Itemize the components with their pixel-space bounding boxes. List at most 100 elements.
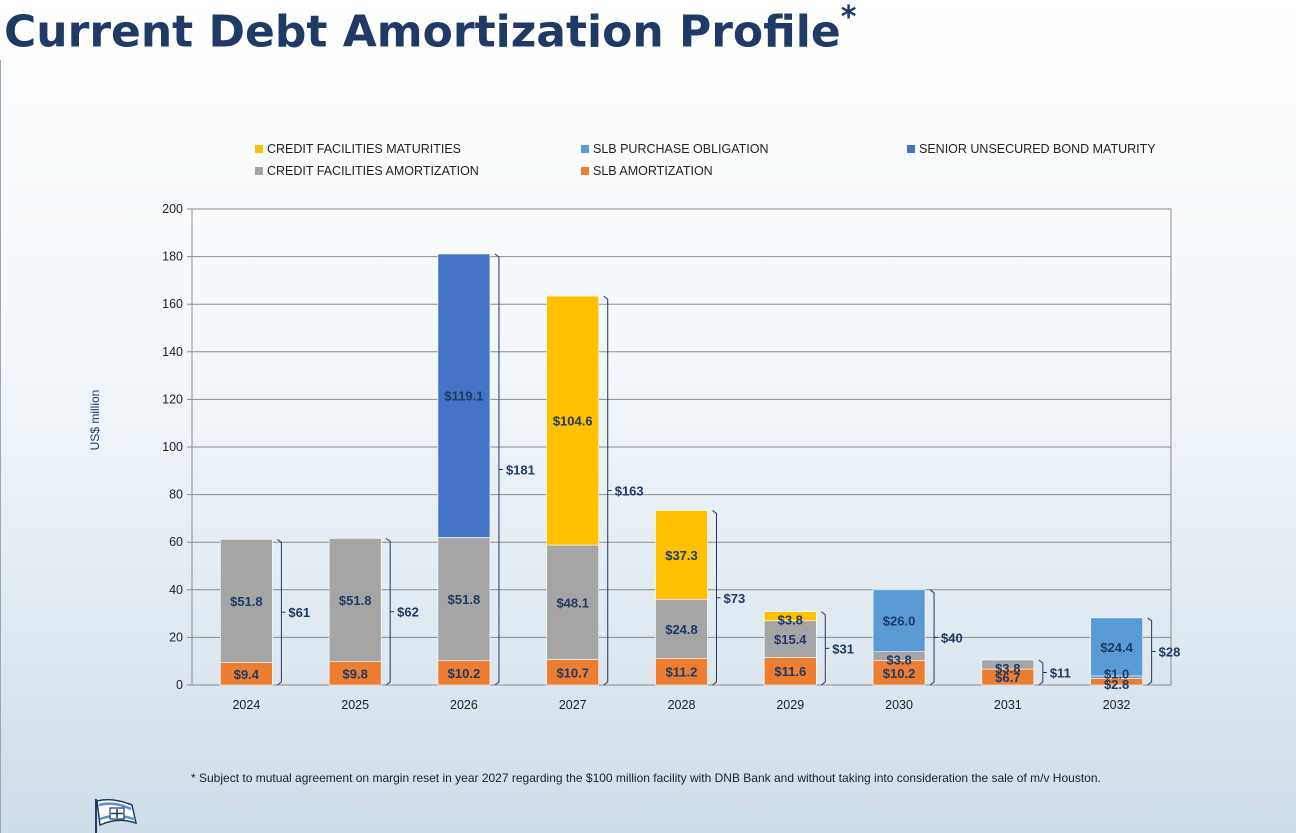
data-label: $2.8 [1104,677,1129,692]
total-bracket [385,537,391,686]
footnote: * Subject to mutual agreement on margin … [191,771,1101,785]
data-label: $48.1 [556,595,589,610]
data-label: $37.3 [665,548,698,563]
bar-segment-credit-amortization [981,659,1035,670]
x-tick-label: 2029 [776,698,804,712]
title-footnote-mark: * [840,0,857,35]
total-bracket [1038,659,1044,686]
legend-swatch [581,145,589,153]
data-label: $24.8 [665,622,698,637]
legend-item-slb-purchase: SLB PURCHASE OBLIGATION [581,142,769,156]
data-label: $3.8 [886,653,911,668]
data-label: $51.8 [339,593,372,608]
data-label: $3.8 [778,613,803,628]
data-label: $119.1 [444,389,483,404]
legend-item-slb-amortization: SLB AMORTIZATION [581,164,713,178]
bar-segment-slb-amortization [763,657,817,686]
y-tick-label: 0 [176,678,183,692]
total-label: $163 [615,484,644,499]
bar-segment-credit-amortization [546,544,600,660]
company-flag-logo-icon [95,798,138,833]
data-label: $10.2 [883,666,916,681]
bar-segment-credit-maturities [655,510,708,600]
data-label: $15.4 [774,632,807,647]
data-label: $6.7 [995,670,1020,685]
y-tick-label: 100 [162,440,183,454]
x-tick-label: 2032 [1103,698,1131,712]
data-label: $11.2 [666,665,698,680]
bar-segment-slb-purchase [1090,617,1143,677]
data-label: $11.6 [774,664,806,679]
data-label: $26.0 [883,614,916,629]
bar-segment-credit-amortization [655,599,708,659]
legend-label: SLB AMORTIZATION [593,164,713,178]
data-label: $10.7 [556,665,589,680]
y-tick-label: 20 [169,630,183,644]
y-tick-label: 200 [162,202,183,216]
legend-item-credit-amortization: CREDIT FACILITIES AMORTIZATION [255,164,479,178]
total-bracket [1147,617,1153,686]
data-label: $51.8 [448,592,481,607]
bar-segment-credit-amortization [328,538,382,662]
y-tick-label: 120 [162,392,183,406]
legend-swatch [907,145,915,153]
stacked-bar-chart: 0 20 40 60 80 100 120 140 160 180 200 $9.4 $51.8 $61 2… [162,202,1181,712]
total-bracket [712,510,717,686]
total-label: $11 [1050,666,1071,681]
total-bracket [820,611,826,686]
bar-segment-slb-amortization [872,660,926,686]
data-label: $9.8 [343,666,368,681]
data-label: $1.0 [1104,666,1129,681]
page-title: Current Debt Amortization Profile* [4,0,857,58]
total-label: $61 [288,605,310,620]
legend-item-credit-maturities: CREDIT FACILITIES MATURITIES [255,142,461,156]
left-border [0,60,1,833]
data-label: $9.4 [234,667,260,682]
total-bracket [494,253,500,686]
x-tick-label: 2026 [450,698,478,712]
x-tick-label: 2024 [232,698,260,712]
x-tick-label: 2025 [341,698,369,712]
x-tick-label: 2030 [885,698,913,712]
total-label: $73 [724,591,746,606]
legend-item-bond-maturity: SENIOR UNSECURED BOND MATURITY [907,142,1156,156]
legend-swatch [581,167,589,175]
total-label: $62 [397,605,419,620]
y-tick-label: 160 [162,297,183,311]
data-label: $51.8 [230,594,263,609]
bar-segment-credit-amortization [763,620,817,658]
y-tick-label: 140 [162,345,183,359]
x-tick-label: 2027 [559,698,587,712]
bar-segment-credit-maturities [763,611,817,622]
legend-label: SENIOR UNSECURED BOND MATURITY [919,142,1156,156]
bar-segment-slb-amortization [546,659,600,686]
data-label: $10.2 [448,666,481,681]
y-tick-label: 180 [162,250,183,264]
total-label: $28 [1159,644,1181,659]
legend-label: SLB PURCHASE OBLIGATION [593,142,769,156]
y-tick-label: 40 [169,583,183,597]
total-bracket [277,538,282,686]
x-tick-label: 2028 [668,698,696,712]
bar-segment-credit-amortization [220,539,273,663]
total-label: $40 [941,630,963,645]
y-tick-label: 60 [169,535,183,549]
total-label: $31 [832,641,854,656]
data-label: $3.8 [995,661,1020,676]
bar-segment-credit-maturities [546,295,600,546]
bar-segment-bond-maturity [437,253,491,538]
x-tick-label: 2031 [994,698,1022,712]
legend-label: CREDIT FACILITIES MATURITIES [267,142,462,156]
total-label: $181 [506,462,535,477]
data-label: $104.6 [553,414,593,429]
legend-swatch [255,167,263,175]
bar-segment-credit-amortization [437,537,491,662]
bar-segment-slb-amortization [437,660,491,686]
bar-segment-slb-amortization [655,658,708,686]
legend-swatch [255,145,263,153]
data-label: $24.4 [1100,640,1133,655]
bar-segment-slb-purchase [872,589,926,652]
legend-label: CREDIT FACILITIES AMORTIZATION [267,164,479,178]
y-tick-label: 80 [169,488,183,502]
total-bracket [603,295,609,686]
